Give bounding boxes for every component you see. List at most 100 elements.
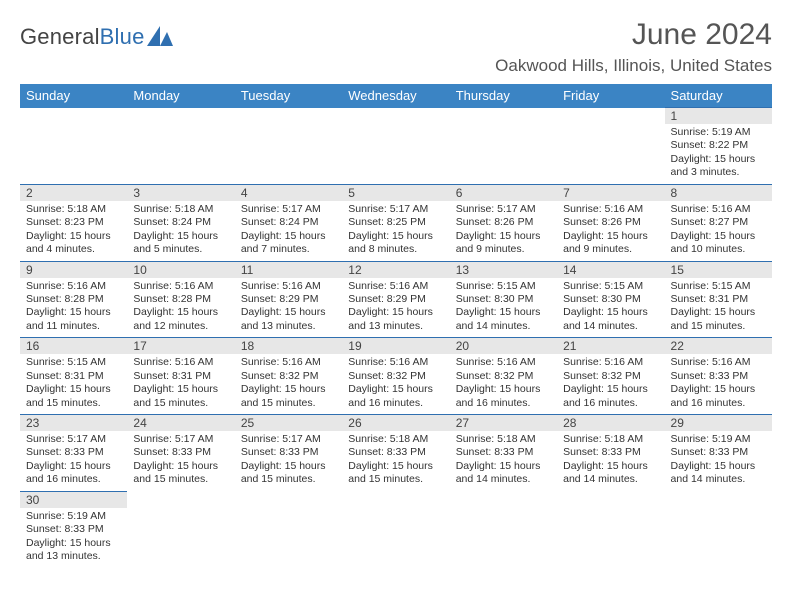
day-detail: Sunrise: 5:15 AMSunset: 8:31 PMDaylight:… — [20, 354, 127, 414]
daylight-text: Daylight: 15 hours and 8 minutes. — [348, 230, 443, 257]
sunset-text: Sunset: 8:33 PM — [26, 523, 121, 536]
weekday-header: Friday — [557, 84, 664, 108]
daylight-text: Daylight: 15 hours and 7 minutes. — [241, 230, 336, 257]
calendar-cell — [557, 108, 664, 185]
calendar-cell: 16Sunrise: 5:15 AMSunset: 8:31 PMDayligh… — [20, 338, 127, 415]
calendar-cell: 8Sunrise: 5:16 AMSunset: 8:27 PMDaylight… — [665, 184, 772, 261]
sunrise-text: Sunrise: 5:16 AM — [671, 203, 766, 216]
sunrise-text: Sunrise: 5:17 AM — [456, 203, 551, 216]
daylight-text: Daylight: 15 hours and 15 minutes. — [671, 306, 766, 333]
daylight-text: Daylight: 15 hours and 13 minutes. — [241, 306, 336, 333]
logo: GeneralBlue — [20, 24, 173, 50]
calendar-cell: 10Sunrise: 5:16 AMSunset: 8:28 PMDayligh… — [127, 261, 234, 338]
sunset-text: Sunset: 8:33 PM — [241, 446, 336, 459]
calendar-cell: 18Sunrise: 5:16 AMSunset: 8:32 PMDayligh… — [235, 338, 342, 415]
calendar-cell — [665, 491, 772, 567]
sunset-text: Sunset: 8:33 PM — [348, 446, 443, 459]
daylight-text: Daylight: 15 hours and 13 minutes. — [26, 537, 121, 564]
daylight-text: Daylight: 15 hours and 9 minutes. — [563, 230, 658, 257]
sunset-text: Sunset: 8:28 PM — [133, 293, 228, 306]
daylight-text: Daylight: 15 hours and 15 minutes. — [133, 383, 228, 410]
day-detail: Sunrise: 5:16 AMSunset: 8:29 PMDaylight:… — [235, 278, 342, 338]
weekday-header: Wednesday — [342, 84, 449, 108]
day-number: 3 — [127, 185, 234, 201]
day-detail: Sunrise: 5:16 AMSunset: 8:26 PMDaylight:… — [557, 201, 664, 261]
daylight-text: Daylight: 15 hours and 15 minutes. — [241, 460, 336, 487]
day-detail: Sunrise: 5:18 AMSunset: 8:33 PMDaylight:… — [557, 431, 664, 491]
calendar-cell: 29Sunrise: 5:19 AMSunset: 8:33 PMDayligh… — [665, 415, 772, 492]
sunset-text: Sunset: 8:32 PM — [563, 370, 658, 383]
weekday-header: Monday — [127, 84, 234, 108]
daylight-text: Daylight: 15 hours and 15 minutes. — [133, 460, 228, 487]
day-number: 12 — [342, 262, 449, 278]
sunrise-text: Sunrise: 5:16 AM — [563, 203, 658, 216]
day-detail: Sunrise: 5:19 AMSunset: 8:33 PMDaylight:… — [20, 508, 127, 568]
day-number: 20 — [450, 338, 557, 354]
day-detail: Sunrise: 5:18 AMSunset: 8:33 PMDaylight:… — [450, 431, 557, 491]
logo-word1: General — [20, 24, 100, 49]
day-detail: Sunrise: 5:16 AMSunset: 8:28 PMDaylight:… — [20, 278, 127, 338]
sunset-text: Sunset: 8:31 PM — [26, 370, 121, 383]
sunrise-text: Sunrise: 5:19 AM — [671, 126, 766, 139]
day-number: 13 — [450, 262, 557, 278]
sunset-text: Sunset: 8:33 PM — [133, 446, 228, 459]
sunrise-text: Sunrise: 5:19 AM — [671, 433, 766, 446]
sunrise-text: Sunrise: 5:15 AM — [671, 280, 766, 293]
calendar-cell: 2Sunrise: 5:18 AMSunset: 8:23 PMDaylight… — [20, 184, 127, 261]
day-number: 21 — [557, 338, 664, 354]
calendar-cell: 14Sunrise: 5:15 AMSunset: 8:30 PMDayligh… — [557, 261, 664, 338]
day-number: 16 — [20, 338, 127, 354]
day-detail: Sunrise: 5:16 AMSunset: 8:32 PMDaylight:… — [235, 354, 342, 414]
sunset-text: Sunset: 8:30 PM — [563, 293, 658, 306]
day-detail: Sunrise: 5:15 AMSunset: 8:31 PMDaylight:… — [665, 278, 772, 338]
day-detail: Sunrise: 5:16 AMSunset: 8:27 PMDaylight:… — [665, 201, 772, 261]
calendar-cell: 15Sunrise: 5:15 AMSunset: 8:31 PMDayligh… — [665, 261, 772, 338]
day-number: 1 — [665, 108, 772, 124]
day-number: 2 — [20, 185, 127, 201]
day-detail: Sunrise: 5:17 AMSunset: 8:24 PMDaylight:… — [235, 201, 342, 261]
sunrise-text: Sunrise: 5:16 AM — [133, 280, 228, 293]
daylight-text: Daylight: 15 hours and 3 minutes. — [671, 153, 766, 180]
sunrise-text: Sunrise: 5:16 AM — [671, 356, 766, 369]
title-block: June 2024 Oakwood Hills, Illinois, Unite… — [495, 18, 772, 76]
day-detail: Sunrise: 5:16 AMSunset: 8:31 PMDaylight:… — [127, 354, 234, 414]
calendar-week-row: 16Sunrise: 5:15 AMSunset: 8:31 PMDayligh… — [20, 338, 772, 415]
day-number: 30 — [20, 492, 127, 508]
calendar-cell: 20Sunrise: 5:16 AMSunset: 8:32 PMDayligh… — [450, 338, 557, 415]
day-detail: Sunrise: 5:19 AMSunset: 8:33 PMDaylight:… — [665, 431, 772, 491]
daylight-text: Daylight: 15 hours and 16 minutes. — [456, 383, 551, 410]
day-detail: Sunrise: 5:16 AMSunset: 8:29 PMDaylight:… — [342, 278, 449, 338]
day-number: 22 — [665, 338, 772, 354]
calendar-cell: 26Sunrise: 5:18 AMSunset: 8:33 PMDayligh… — [342, 415, 449, 492]
calendar-cell: 28Sunrise: 5:18 AMSunset: 8:33 PMDayligh… — [557, 415, 664, 492]
sunset-text: Sunset: 8:24 PM — [241, 216, 336, 229]
sunrise-text: Sunrise: 5:16 AM — [563, 356, 658, 369]
sunset-text: Sunset: 8:32 PM — [241, 370, 336, 383]
calendar-cell — [342, 108, 449, 185]
logo-word2: Blue — [100, 24, 145, 49]
day-number: 26 — [342, 415, 449, 431]
day-detail: Sunrise: 5:18 AMSunset: 8:24 PMDaylight:… — [127, 201, 234, 261]
sunrise-text: Sunrise: 5:18 AM — [563, 433, 658, 446]
daylight-text: Daylight: 15 hours and 14 minutes. — [563, 306, 658, 333]
sunrise-text: Sunrise: 5:17 AM — [133, 433, 228, 446]
sunrise-text: Sunrise: 5:18 AM — [348, 433, 443, 446]
calendar-cell: 9Sunrise: 5:16 AMSunset: 8:28 PMDaylight… — [20, 261, 127, 338]
daylight-text: Daylight: 15 hours and 10 minutes. — [671, 230, 766, 257]
daylight-text: Daylight: 15 hours and 15 minutes. — [241, 383, 336, 410]
calendar-cell — [20, 108, 127, 185]
sunrise-text: Sunrise: 5:16 AM — [456, 356, 551, 369]
day-number: 14 — [557, 262, 664, 278]
sunrise-text: Sunrise: 5:16 AM — [133, 356, 228, 369]
sunrise-text: Sunrise: 5:16 AM — [348, 356, 443, 369]
sunrise-text: Sunrise: 5:19 AM — [26, 510, 121, 523]
calendar-cell: 22Sunrise: 5:16 AMSunset: 8:33 PMDayligh… — [665, 338, 772, 415]
logo-text: GeneralBlue — [20, 24, 145, 50]
day-detail: Sunrise: 5:16 AMSunset: 8:33 PMDaylight:… — [665, 354, 772, 414]
daylight-text: Daylight: 15 hours and 11 minutes. — [26, 306, 121, 333]
daylight-text: Daylight: 15 hours and 4 minutes. — [26, 230, 121, 257]
calendar-cell: 7Sunrise: 5:16 AMSunset: 8:26 PMDaylight… — [557, 184, 664, 261]
sunset-text: Sunset: 8:24 PM — [133, 216, 228, 229]
sunset-text: Sunset: 8:30 PM — [456, 293, 551, 306]
sunrise-text: Sunrise: 5:15 AM — [456, 280, 551, 293]
